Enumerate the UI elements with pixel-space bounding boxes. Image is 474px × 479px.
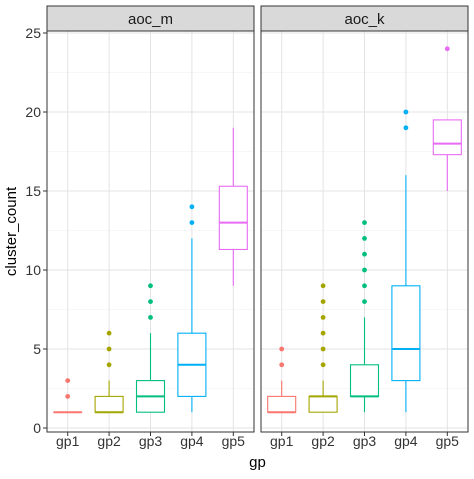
box-iqr xyxy=(95,396,123,412)
outlier-point xyxy=(148,315,153,320)
x-tick-label: gp5 xyxy=(222,433,246,449)
box-iqr xyxy=(392,286,420,381)
outlier-point xyxy=(107,347,112,352)
box-iqr xyxy=(309,396,337,412)
x-tick-label: gp2 xyxy=(97,433,121,449)
outlier-point xyxy=(279,362,284,367)
x-tick-label: gp4 xyxy=(180,433,204,449)
outlier-point xyxy=(190,220,195,225)
outlier-point xyxy=(321,347,326,352)
y-tick-label: 15 xyxy=(25,183,41,199)
y-tick-label: 0 xyxy=(33,420,41,436)
x-tick-label: gp5 xyxy=(436,433,460,449)
facet-title: aoc_k xyxy=(344,11,385,28)
box-iqr xyxy=(219,186,247,249)
x-axis-title: gp xyxy=(249,454,266,471)
outlier-point xyxy=(362,283,367,288)
outlier-point xyxy=(445,46,450,51)
outlier-point xyxy=(321,299,326,304)
outlier-point xyxy=(65,378,70,383)
outlier-point xyxy=(404,110,409,115)
x-tick-label: gp3 xyxy=(353,433,377,449)
outlier-point xyxy=(321,331,326,336)
box-iqr xyxy=(433,120,461,155)
x-tick-label: gp1 xyxy=(56,433,80,449)
y-tick-label: 10 xyxy=(25,262,41,278)
facet-title: aoc_m xyxy=(128,11,173,28)
y-tick-label: 25 xyxy=(25,25,41,41)
outlier-point xyxy=(107,331,112,336)
outlier-point xyxy=(362,252,367,257)
outlier-point xyxy=(362,299,367,304)
x-tick-label: gp1 xyxy=(270,433,294,449)
panel-aoc_m: aoc_m gp1 gp2 gp3 gp4 gp5 xyxy=(47,6,254,449)
outlier-point xyxy=(362,268,367,273)
outlier-point xyxy=(148,283,153,288)
y-tick-label: 20 xyxy=(25,104,41,120)
outlier-point xyxy=(148,299,153,304)
y-axis-title: cluster_count xyxy=(3,186,20,276)
x-tick-label: gp2 xyxy=(311,433,335,449)
outlier-point xyxy=(321,315,326,320)
outlier-point xyxy=(190,204,195,209)
outlier-point xyxy=(362,236,367,241)
outlier-point xyxy=(107,362,112,367)
x-tick-label: gp3 xyxy=(139,433,163,449)
y-tick-label: 5 xyxy=(33,341,41,357)
box-iqr xyxy=(268,396,296,412)
outlier-point xyxy=(404,125,409,130)
outlier-point xyxy=(321,362,326,367)
outlier-point xyxy=(65,394,70,399)
box-iqr xyxy=(351,365,379,397)
outlier-point xyxy=(321,283,326,288)
outlier-point xyxy=(362,220,367,225)
x-tick-label: gp4 xyxy=(394,433,418,449)
outlier-point xyxy=(279,347,284,352)
panel-aoc_k: aoc_k gp1 gp2 gp3 gp4 gp5 xyxy=(261,6,468,449)
